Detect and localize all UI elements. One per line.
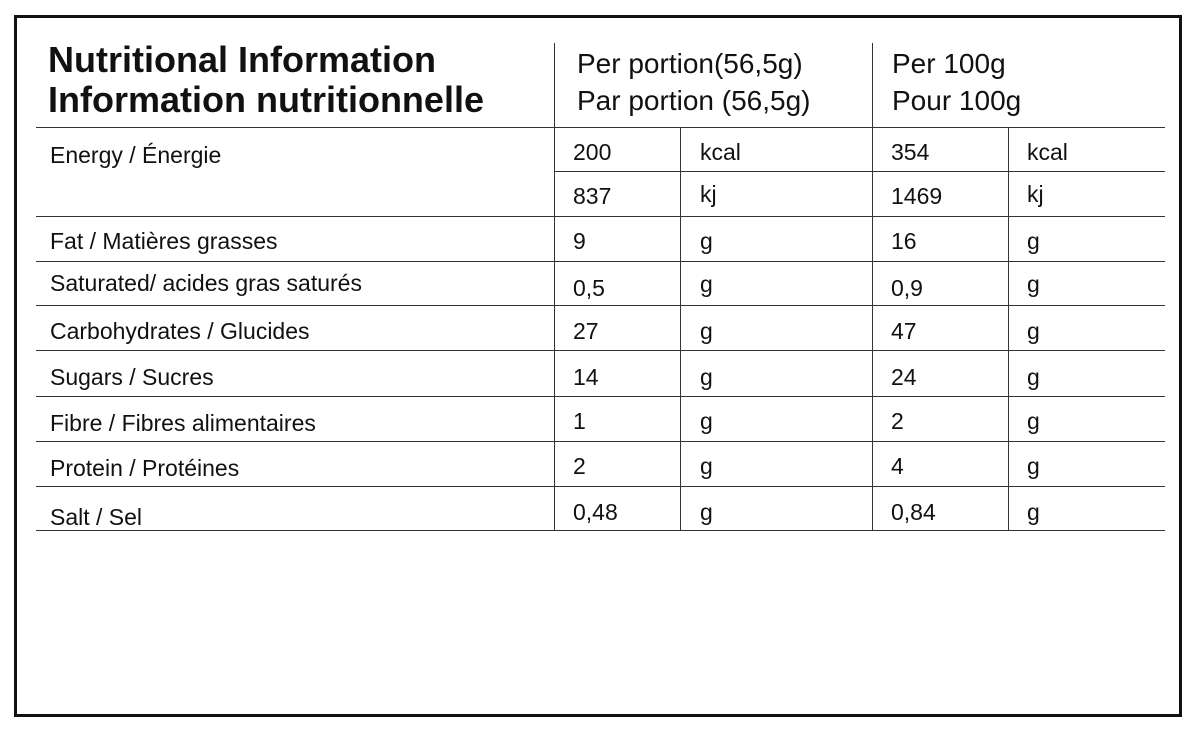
- portion-value: 9: [573, 228, 586, 254]
- per100-unit: kcal: [1027, 139, 1068, 165]
- table-bottom-line: [36, 530, 1165, 531]
- portion-value: 27: [573, 318, 599, 344]
- portion-value: 837: [573, 183, 612, 209]
- title-french: Information nutritionnelle: [48, 79, 484, 120]
- portion-value: 14: [573, 364, 599, 390]
- portion-unit: kcal: [700, 139, 741, 165]
- per100-value: 16: [891, 228, 917, 254]
- per-portion-heading-en: Per portion(56,5g): [577, 48, 803, 79]
- row-divider: [36, 350, 1165, 351]
- portion-unit: kj: [700, 181, 717, 207]
- per-100g-heading-fr: Pour 100g: [892, 85, 1022, 116]
- per-portion-heading-fr: Par portion (56,5g): [577, 85, 811, 116]
- per100-unit: g: [1027, 499, 1040, 525]
- row-label: Fat / Matières grasses: [50, 228, 278, 254]
- row-divider: [36, 396, 1165, 397]
- row-label: Protein / Protéines: [50, 455, 240, 481]
- row-divider: [36, 216, 1165, 217]
- portion-unit: g: [700, 228, 713, 254]
- row-label: Carbohydrates / Glucides: [50, 318, 310, 344]
- per100-value: 2: [891, 408, 904, 434]
- per100-value: 354: [891, 139, 930, 165]
- unit-column-divider: [1008, 127, 1009, 530]
- row-label: Sugars / Sucres: [50, 364, 214, 390]
- per100-value: 4: [891, 453, 904, 479]
- row-label: Energy / Énergie: [50, 142, 222, 168]
- per100-value: 24: [891, 364, 917, 390]
- per100-unit: g: [1027, 318, 1040, 344]
- per100-unit: g: [1027, 271, 1040, 297]
- portion-unit: g: [700, 453, 713, 479]
- portion-value: 200: [573, 139, 612, 165]
- portion-unit: g: [700, 408, 713, 434]
- per100-value: 0,84: [891, 499, 936, 525]
- row-divider: [36, 261, 1165, 262]
- row-label: Saturated/ acides gras saturés: [50, 270, 362, 296]
- per100-unit: g: [1027, 453, 1040, 479]
- unit-column-divider: [680, 127, 681, 530]
- portion-unit: g: [700, 364, 713, 390]
- row-divider: [36, 486, 1165, 487]
- per100-value: 1469: [891, 183, 943, 209]
- column-divider: [554, 43, 555, 530]
- row-label: Fibre / Fibres alimentaires: [50, 410, 316, 436]
- per100-unit: g: [1027, 228, 1040, 254]
- label-frame: [14, 15, 1182, 717]
- header-divider: [36, 127, 1165, 128]
- portion-unit: g: [700, 499, 713, 525]
- per100-value: 0,9: [891, 275, 923, 301]
- portion-value: 2: [573, 453, 586, 479]
- per100-unit: g: [1027, 364, 1040, 390]
- portion-unit: g: [700, 271, 713, 297]
- per-100g-heading-en: Per 100g: [892, 48, 1006, 79]
- portion-value: 0,5: [573, 275, 605, 301]
- portion-value: 0,48: [573, 499, 618, 525]
- row-divider: [36, 441, 1165, 442]
- energy-row-divider: [554, 171, 1165, 172]
- portion-value: 1: [573, 408, 586, 434]
- per100-unit: g: [1027, 408, 1040, 434]
- column-divider: [872, 43, 873, 530]
- portion-unit: g: [700, 318, 713, 344]
- per100-value: 47: [891, 318, 917, 344]
- title-english: Nutritional Information: [48, 39, 436, 80]
- per100-unit: kj: [1027, 181, 1044, 207]
- row-divider: [36, 305, 1165, 306]
- row-label: Salt / Sel: [50, 504, 143, 530]
